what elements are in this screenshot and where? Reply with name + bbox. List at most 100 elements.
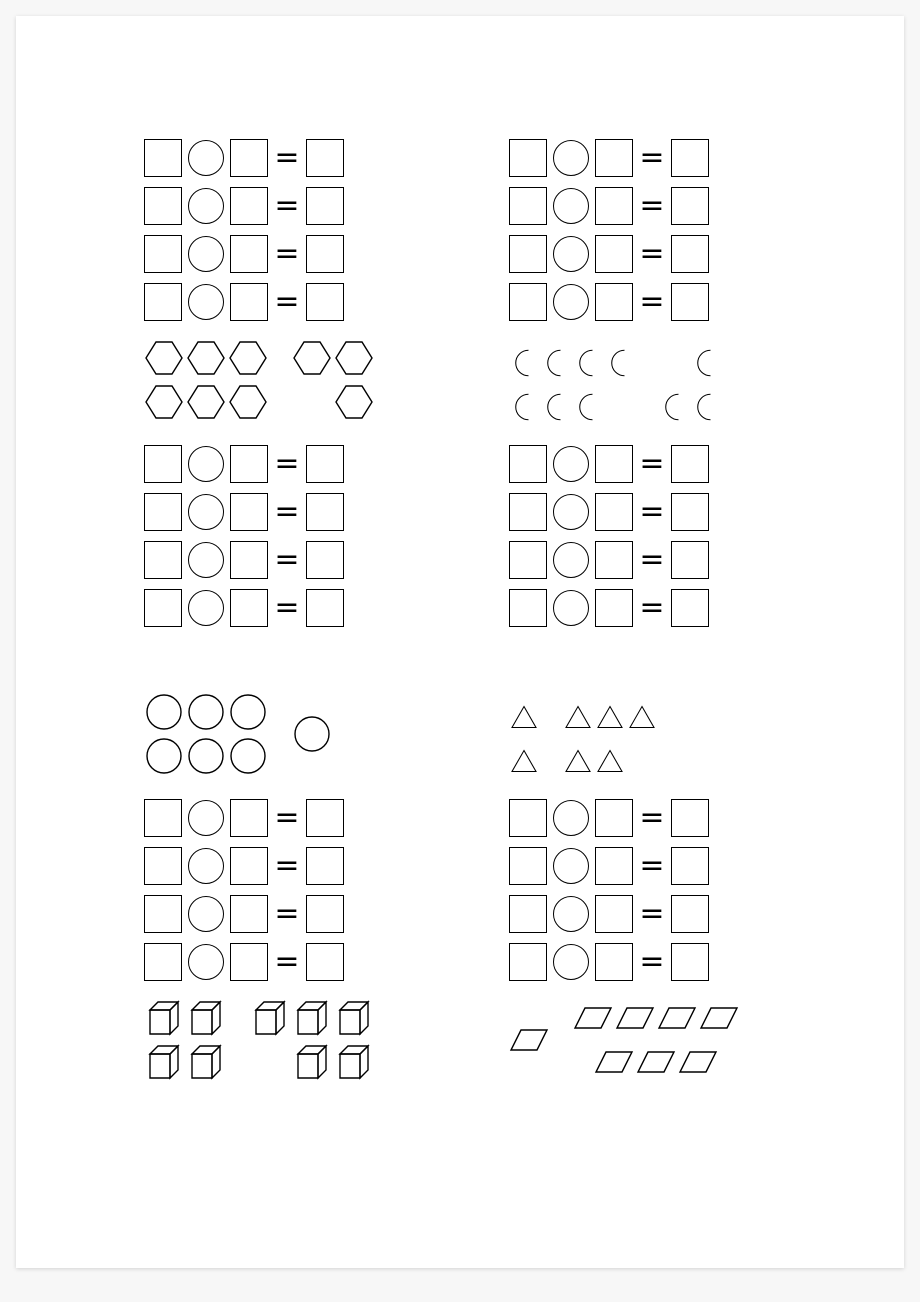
answer-box[interactable] <box>509 283 547 321</box>
answer-box[interactable] <box>509 445 547 483</box>
operator-circle[interactable] <box>553 494 589 530</box>
triangle-icon <box>595 702 625 732</box>
answer-box[interactable] <box>144 445 182 483</box>
answer-box[interactable] <box>306 895 344 933</box>
answer-box[interactable] <box>230 895 268 933</box>
answer-box[interactable] <box>671 139 709 177</box>
answer-box[interactable] <box>230 187 268 225</box>
answer-box[interactable] <box>230 445 268 483</box>
counter-row <box>250 998 374 1038</box>
answer-box[interactable] <box>144 589 182 627</box>
answer-box[interactable] <box>230 139 268 177</box>
answer-box[interactable] <box>306 847 344 885</box>
answer-box[interactable] <box>230 943 268 981</box>
answer-box[interactable] <box>509 589 547 627</box>
parallelogram-icon <box>594 1042 634 1082</box>
operator-circle[interactable] <box>188 848 224 884</box>
answer-box[interactable] <box>671 895 709 933</box>
operator-circle[interactable] <box>188 494 224 530</box>
answer-box[interactable] <box>306 139 344 177</box>
answer-box[interactable] <box>671 187 709 225</box>
answer-box[interactable] <box>509 139 547 177</box>
answer-box[interactable] <box>230 541 268 579</box>
answer-box[interactable] <box>230 847 268 885</box>
answer-box[interactable] <box>595 187 633 225</box>
answer-box[interactable] <box>671 589 709 627</box>
answer-box[interactable] <box>306 283 344 321</box>
answer-box[interactable] <box>230 493 268 531</box>
answer-box[interactable] <box>144 493 182 531</box>
answer-box[interactable] <box>144 139 182 177</box>
operator-circle[interactable] <box>553 188 589 224</box>
operator-circle[interactable] <box>553 896 589 932</box>
operator-circle[interactable] <box>188 188 224 224</box>
operator-circle[interactable] <box>188 896 224 932</box>
answer-box[interactable] <box>306 187 344 225</box>
answer-box[interactable] <box>671 847 709 885</box>
answer-box[interactable] <box>306 541 344 579</box>
answer-box[interactable] <box>671 235 709 273</box>
answer-box[interactable] <box>595 943 633 981</box>
operator-circle[interactable] <box>188 590 224 626</box>
operator-circle[interactable] <box>188 446 224 482</box>
answer-box[interactable] <box>230 283 268 321</box>
answer-box[interactable] <box>595 139 633 177</box>
answer-box[interactable] <box>671 541 709 579</box>
operator-circle[interactable] <box>553 542 589 578</box>
answer-box[interactable] <box>671 943 709 981</box>
answer-box[interactable] <box>509 799 547 837</box>
answer-box[interactable] <box>306 235 344 273</box>
answer-box[interactable] <box>230 799 268 837</box>
answer-box[interactable] <box>144 187 182 225</box>
answer-box[interactable] <box>671 493 709 531</box>
operator-circle[interactable] <box>553 284 589 320</box>
answer-box[interactable] <box>509 895 547 933</box>
answer-box[interactable] <box>144 895 182 933</box>
answer-box[interactable] <box>671 799 709 837</box>
operator-circle[interactable] <box>553 800 589 836</box>
operator-circle[interactable] <box>553 140 589 176</box>
answer-box[interactable] <box>509 943 547 981</box>
answer-box[interactable] <box>595 799 633 837</box>
counter-group <box>292 338 374 422</box>
operator-circle[interactable] <box>188 236 224 272</box>
answer-box[interactable] <box>306 445 344 483</box>
answer-box[interactable] <box>306 493 344 531</box>
answer-box[interactable] <box>595 589 633 627</box>
answer-box[interactable] <box>671 283 709 321</box>
answer-box[interactable] <box>306 589 344 627</box>
operator-circle[interactable] <box>553 236 589 272</box>
answer-box[interactable] <box>306 799 344 837</box>
operator-circle[interactable] <box>553 848 589 884</box>
operator-circle[interactable] <box>188 800 224 836</box>
answer-box[interactable] <box>595 493 633 531</box>
operator-circle[interactable] <box>553 446 589 482</box>
answer-box[interactable] <box>509 493 547 531</box>
answer-box[interactable] <box>144 799 182 837</box>
operator-circle[interactable] <box>553 944 589 980</box>
answer-box[interactable] <box>595 895 633 933</box>
answer-box[interactable] <box>144 541 182 579</box>
answer-box[interactable] <box>509 235 547 273</box>
answer-box[interactable] <box>595 847 633 885</box>
answer-box[interactable] <box>230 589 268 627</box>
operator-circle[interactable] <box>188 284 224 320</box>
answer-box[interactable] <box>671 445 709 483</box>
answer-box[interactable] <box>509 541 547 579</box>
operator-circle[interactable] <box>188 140 224 176</box>
answer-box[interactable] <box>144 847 182 885</box>
answer-box[interactable] <box>509 847 547 885</box>
answer-box[interactable] <box>144 943 182 981</box>
operator-circle[interactable] <box>188 944 224 980</box>
answer-box[interactable] <box>595 283 633 321</box>
answer-box[interactable] <box>230 235 268 273</box>
operator-circle[interactable] <box>188 542 224 578</box>
answer-box[interactable] <box>306 943 344 981</box>
answer-box[interactable] <box>595 445 633 483</box>
answer-box[interactable] <box>144 283 182 321</box>
operator-circle[interactable] <box>553 590 589 626</box>
answer-box[interactable] <box>595 541 633 579</box>
answer-box[interactable] <box>144 235 182 273</box>
answer-box[interactable] <box>509 187 547 225</box>
answer-box[interactable] <box>595 235 633 273</box>
